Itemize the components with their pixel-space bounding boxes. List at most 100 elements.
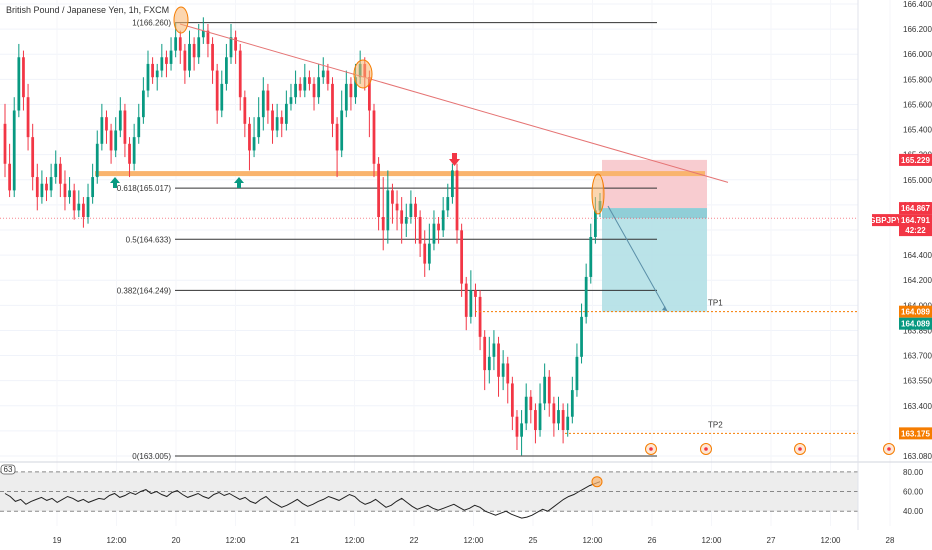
candle-body — [446, 197, 450, 211]
economic-event-dot-icon — [887, 447, 891, 451]
candle-body — [451, 170, 454, 198]
candle-body — [229, 37, 233, 58]
fibonacci-retracement[interactable]: 1(166.260) 0.618(165.017) 0.5(164.633) 0.38… — [117, 19, 657, 461]
candle-body — [58, 163, 62, 184]
candle-body — [280, 117, 284, 124]
price-label-entry — [899, 202, 932, 215]
candle-body — [391, 190, 394, 204]
time-axis[interactable]: 19 12:00 20 12:00 21 12:00 22 12:00 25 12:00 26 12:… — [53, 536, 895, 545]
x-tick-label: 12:00 — [582, 536, 603, 545]
price-label-p165229 — [899, 153, 932, 166]
tp1-label: TP1 — [708, 299, 723, 308]
lower-high-marker — [353, 59, 373, 89]
candle-body — [547, 376, 551, 404]
candle-body — [395, 203, 399, 211]
candle-body — [317, 77, 321, 98]
y-tick-label: 166.200 — [903, 25, 932, 34]
price-axis[interactable]: 166.400 166.200 166.000 165.800 165.600 165.4… — [857, 0, 932, 530]
candle-body — [520, 423, 523, 437]
chart-overlays[interactable]: TP1 TP2 — [0, 6, 895, 455]
position-zones — [95, 159, 707, 312]
candle-body — [31, 137, 35, 178]
y-tick-label: 163.080 — [903, 452, 932, 461]
take-profit-zone — [602, 208, 707, 312]
rsi-line — [4, 481, 601, 519]
x-tick-label: 19 — [53, 536, 62, 545]
candle-body — [151, 63, 154, 78]
candle-body — [557, 410, 560, 424]
candle-body — [197, 37, 201, 58]
x-tick-label: 12:00 — [463, 536, 484, 545]
candle-body — [137, 117, 141, 138]
candle-body — [165, 57, 168, 64]
candle-body — [35, 177, 39, 198]
candle-body — [400, 210, 404, 224]
candle-body — [183, 50, 187, 71]
candle-body — [372, 110, 376, 164]
x-tick-label: 12:00 — [106, 536, 127, 545]
candle-body — [86, 197, 90, 218]
y-tick-label: 163.400 — [903, 402, 932, 411]
x-tick-label: 21 — [291, 536, 300, 545]
candle-body — [294, 83, 297, 98]
candle-body — [303, 77, 307, 91]
candle-body — [534, 410, 537, 431]
price-label-tp2 — [899, 427, 932, 440]
retest-marker — [591, 173, 605, 215]
candle-body — [381, 217, 385, 231]
y-tick-label: 165.800 — [903, 75, 932, 84]
candle-body — [312, 83, 316, 98]
candle-body — [589, 236, 593, 277]
candle-body — [225, 57, 228, 84]
rsi-tick-label: 40.00 — [903, 507, 924, 516]
candle-body — [114, 130, 118, 151]
candle-body — [460, 230, 464, 284]
candle-body — [266, 90, 270, 111]
candle-body — [561, 410, 565, 431]
candle-body — [118, 110, 122, 131]
price-label-tp1-target — [899, 317, 932, 330]
candle-body — [192, 43, 196, 58]
candle-body — [566, 416, 570, 431]
candle-body — [506, 363, 510, 384]
candle-body — [3, 123, 7, 164]
x-tick-label: 27 — [767, 536, 776, 545]
candle-body — [469, 290, 473, 317]
rsi-highlight-marker — [591, 476, 603, 488]
candle-body — [215, 70, 219, 111]
descending-trendline[interactable] — [179, 23, 729, 183]
x-tick-label: 12:00 — [344, 536, 365, 545]
fib-level-label: 0.5(164.633) — [126, 235, 172, 244]
candle-body — [594, 210, 597, 237]
candle-body — [474, 290, 477, 297]
symbol-label — [872, 214, 899, 227]
candle-body — [95, 143, 99, 178]
price-label-text: 164.089 — [901, 320, 930, 329]
stop-loss-zone — [602, 159, 707, 209]
candle-body — [68, 190, 71, 198]
resistance-arrow — [449, 153, 460, 166]
y-tick-label: 164.400 — [903, 251, 932, 260]
swing-high-marker — [173, 6, 189, 34]
candle-body — [17, 57, 21, 111]
chart-title: British Pound / Japanese Yen, 1h, FXCM — [6, 5, 169, 15]
candle-body — [377, 163, 380, 218]
x-tick-label: 22 — [410, 536, 419, 545]
candle-body — [298, 83, 302, 91]
candle-body — [252, 137, 256, 151]
fib-level-label: 1(166.260) — [132, 19, 171, 28]
candle-body — [455, 170, 459, 231]
candle-body — [105, 117, 108, 131]
x-tick-label: 28 — [886, 536, 895, 545]
candle-body — [423, 243, 427, 264]
candle-body — [487, 356, 491, 371]
candle-body — [211, 43, 214, 71]
candle-body — [524, 396, 528, 424]
candle-body — [510, 383, 514, 417]
rsi-panel: 80.00 60.00 40.00 63 — [0, 461, 932, 519]
y-tick-label: 163.850 — [903, 326, 932, 335]
economic-event-dot-icon — [704, 447, 708, 451]
candle-body — [169, 50, 173, 64]
